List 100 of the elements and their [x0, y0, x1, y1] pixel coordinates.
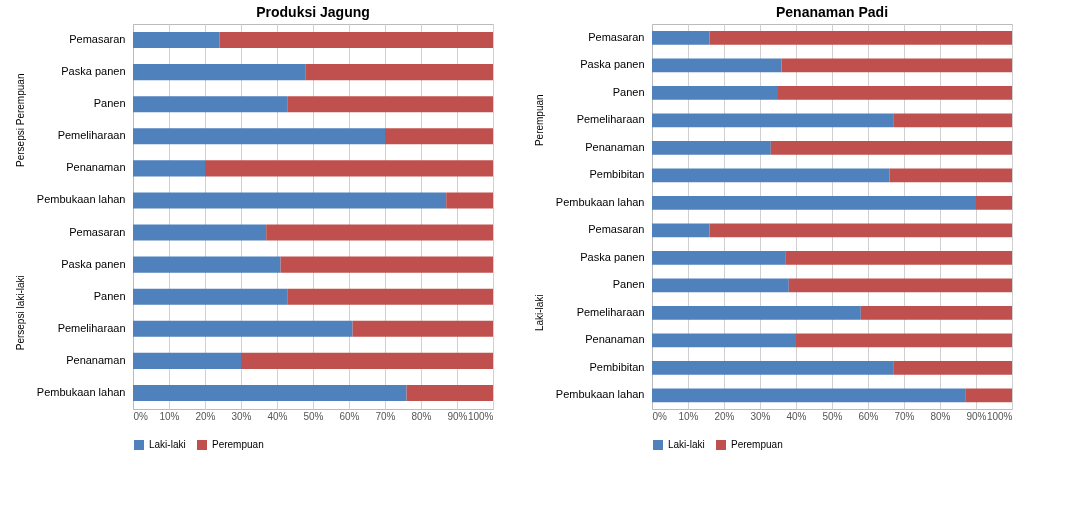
- y-tick-label: Paska panen: [61, 257, 126, 270]
- bar: [133, 192, 447, 209]
- bar: [280, 256, 493, 273]
- bar: [652, 85, 778, 100]
- y-tick-label: Pemasaran: [588, 30, 645, 43]
- x-tick-label: 70%: [375, 410, 396, 422]
- y-tick-label: Penanaman: [66, 353, 126, 366]
- bar: [709, 223, 1012, 238]
- bar: [652, 195, 976, 210]
- x-tick-label: 0%: [652, 410, 668, 422]
- legend-label: Laki-laki: [668, 439, 705, 450]
- x-tick-label: 60%: [339, 410, 360, 422]
- bar: [352, 320, 493, 337]
- y-tick-label: Paska panen: [61, 65, 126, 78]
- y-tick-label: Pemeliharaan: [57, 321, 126, 334]
- bar: [652, 30, 710, 45]
- bar: [652, 223, 710, 238]
- bar: [133, 224, 267, 241]
- x-tick-label: 90%: [447, 410, 468, 422]
- text: Perempuan: [534, 94, 545, 147]
- x-tick-label: 90%: [966, 410, 987, 422]
- y-tick-label: Pemasaran: [69, 33, 126, 46]
- bar: [652, 250, 786, 265]
- chart-title: Penanaman Padi: [775, 4, 889, 20]
- y-tick-label: Pemeliharaan: [576, 113, 645, 126]
- bar: [860, 305, 1012, 320]
- y-tick-label: Pembukaan lahan: [555, 388, 645, 401]
- bar: [652, 388, 966, 403]
- bar: [889, 168, 1012, 183]
- bar: [133, 352, 241, 369]
- chart-title: Produksi Jagung: [256, 4, 370, 20]
- y-tick-label: Paska panen: [580, 250, 645, 263]
- bar: [133, 320, 353, 337]
- y-tick-label: Panen: [93, 289, 126, 302]
- bar: [305, 64, 493, 81]
- x-tick-label: 50%: [822, 410, 843, 422]
- bar: [133, 96, 288, 113]
- x-tick-label: 60%: [858, 410, 879, 422]
- bar: [219, 32, 493, 49]
- bar: [652, 278, 789, 293]
- y-tick-label: Pemeliharaan: [57, 129, 126, 142]
- bar: [965, 388, 1012, 403]
- y-tick-label: Pemeliharaan: [576, 305, 645, 318]
- y-tick-label: Penanaman: [585, 333, 645, 346]
- bar: [406, 384, 493, 401]
- y-tick-label: Pembukaan lahan: [36, 385, 126, 398]
- bar: [893, 113, 1012, 128]
- x-tick-label: 100%: [986, 410, 1013, 422]
- y-tick-label: Pembibitan: [589, 360, 645, 373]
- bar: [133, 384, 407, 401]
- bar: [266, 224, 493, 241]
- y-tick-label: Pembibitan: [589, 168, 645, 181]
- legend-label: Perempuan: [212, 439, 264, 450]
- legend-label: Perempuan: [731, 439, 783, 450]
- bar: [778, 85, 1012, 100]
- bar: [133, 128, 385, 145]
- x-tick-label: 30%: [231, 410, 252, 422]
- bar: [893, 360, 1012, 375]
- bar: [652, 360, 894, 375]
- bar: [796, 333, 1012, 348]
- x-tick-label: 80%: [930, 410, 951, 422]
- bar: [133, 288, 288, 305]
- y-tick-label: Panen: [93, 97, 126, 110]
- x-tick-label: 70%: [894, 410, 915, 422]
- y-tick-label: Penanaman: [66, 161, 126, 174]
- bar: [241, 352, 493, 369]
- text: Laki-laki: [534, 294, 545, 332]
- bar: [652, 140, 771, 155]
- y-tick-label: Panen: [612, 85, 645, 98]
- x-tick-label: 40%: [786, 410, 807, 422]
- bar: [652, 333, 796, 348]
- bar: [770, 140, 1012, 155]
- y-tick-label: Pemasaran: [69, 225, 126, 238]
- y-tick-label: Paska panen: [580, 58, 645, 71]
- x-tick-label: 100%: [467, 410, 494, 422]
- bar: [133, 160, 205, 177]
- bar: [385, 128, 493, 145]
- bar: [652, 168, 890, 183]
- legend-label: Laki-laki: [149, 439, 186, 450]
- text: Persepsi Perempuan: [15, 73, 26, 167]
- bar: [652, 305, 861, 320]
- x-tick-label: 30%: [750, 410, 771, 422]
- x-tick-label: 20%: [195, 410, 216, 422]
- x-tick-label: 80%: [411, 410, 432, 422]
- y-tick-label: Pembukaan lahan: [36, 193, 126, 206]
- bar: [446, 192, 493, 209]
- x-tick-label: 40%: [267, 410, 288, 422]
- bar: [709, 30, 1012, 45]
- x-tick-label: 10%: [159, 410, 180, 422]
- text: Persepsi laki-laki: [15, 275, 26, 351]
- y-tick-label: Pembukaan lahan: [555, 195, 645, 208]
- bar: [133, 64, 306, 81]
- bar: [287, 96, 493, 113]
- bar: [652, 58, 782, 73]
- bar: [781, 58, 1012, 73]
- y-tick-label: Pemasaran: [588, 223, 645, 236]
- bar: [785, 250, 1012, 265]
- x-tick-label: 10%: [678, 410, 699, 422]
- x-tick-label: 50%: [303, 410, 324, 422]
- x-tick-label: 20%: [714, 410, 735, 422]
